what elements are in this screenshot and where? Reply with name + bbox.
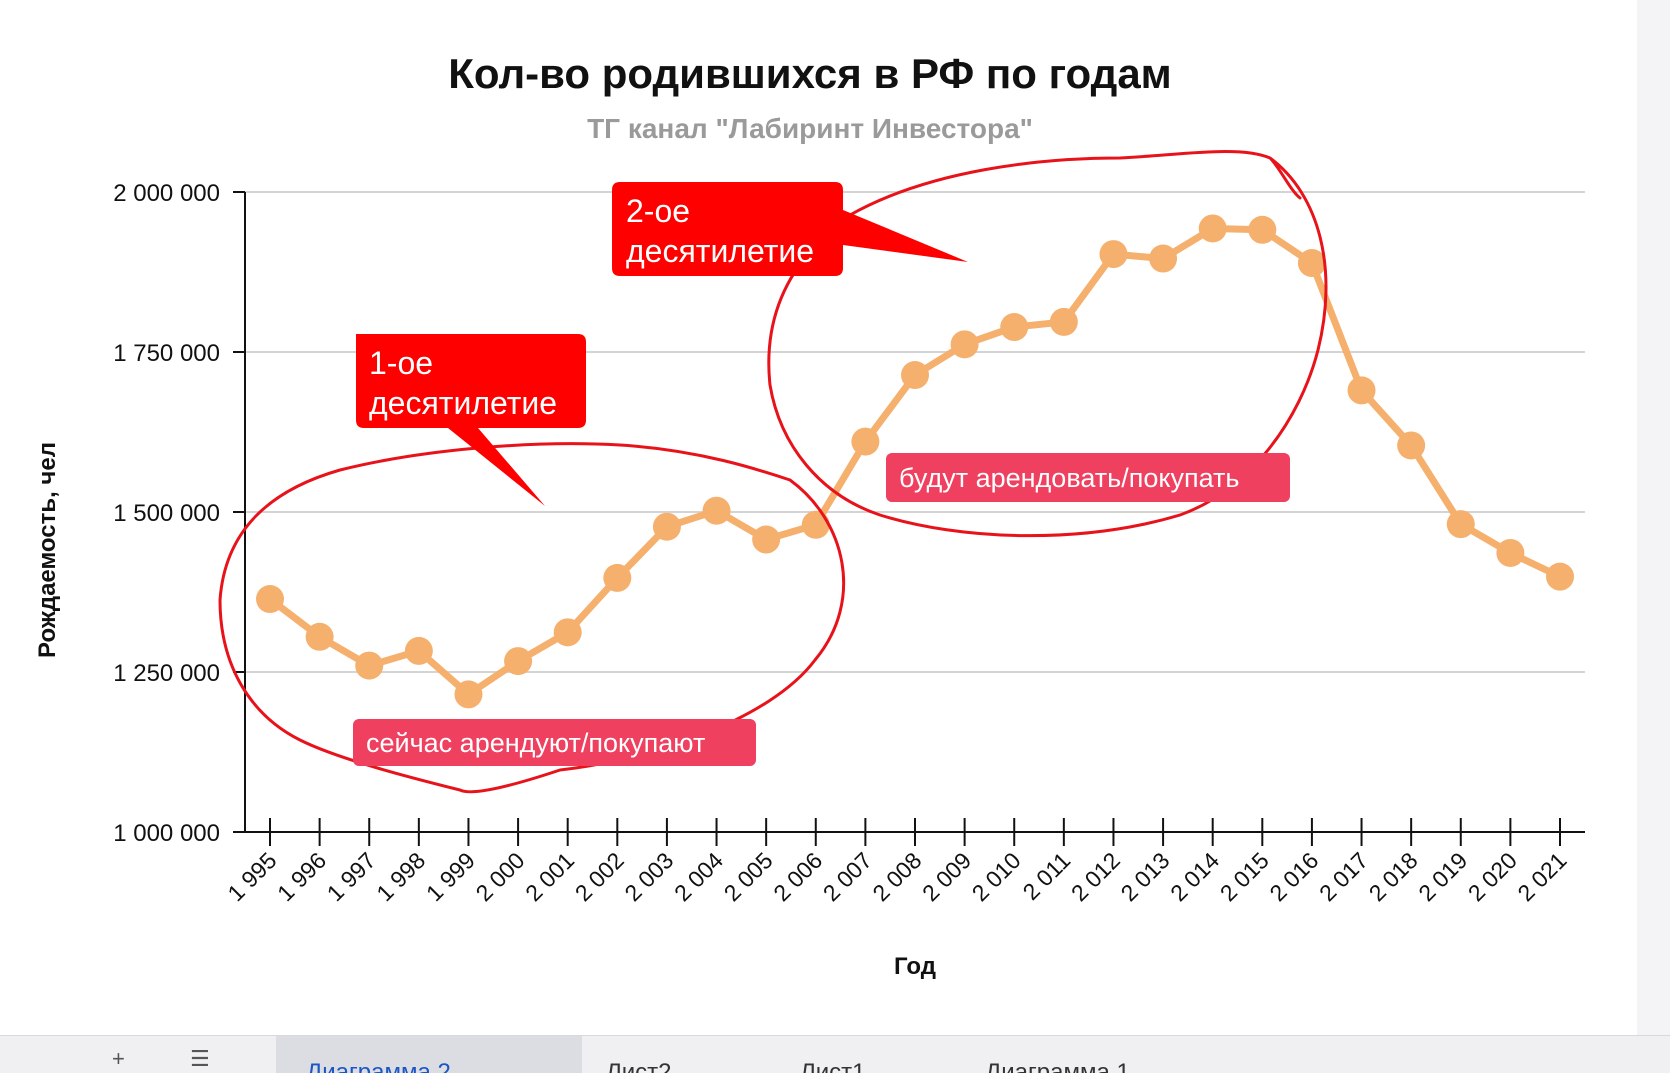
x-tick-label: 1 999: [421, 847, 480, 906]
data-point: [1546, 562, 1574, 591]
tab-sheet-1[interactable]: Лист1: [800, 1059, 866, 1073]
data-point: [752, 525, 781, 554]
data-point: [652, 512, 681, 541]
y-axis-label: Рождаемость, чел: [34, 442, 61, 658]
grid-lines: [245, 191, 1585, 673]
x-tick-label: 2 009: [917, 847, 976, 906]
data-point: [1397, 431, 1426, 460]
x-tick-label: 1 996: [272, 847, 331, 906]
x-tick-label: 2 000: [471, 847, 530, 906]
tab-diagram-1[interactable]: Диаграмма 1: [985, 1059, 1130, 1073]
y-tick-label: 2 000 000: [113, 180, 220, 207]
y-tick-label: 1 000 000: [113, 820, 220, 847]
first-decade-ellipse: [218, 442, 846, 794]
x-tick-label: 1 997: [322, 847, 381, 906]
window-right-edge: [1637, 0, 1670, 1035]
second-decade-ellipse: [767, 150, 1328, 538]
x-tick-label: 2 015: [1215, 847, 1274, 906]
y-tick-labels: 1 000 000 1 250 000 1 500 000 1 750 000 2 00…: [113, 180, 220, 847]
data-point: [1347, 376, 1376, 405]
callout-second-text: 2-ое десятилетие: [626, 193, 814, 269]
x-tick-label: 2 004: [669, 847, 728, 906]
data-point: [702, 496, 731, 525]
tab-diagram-2[interactable]: Диаграмма 2: [276, 1036, 582, 1073]
data-point: [454, 680, 483, 709]
axes: [233, 191, 1585, 846]
data-point: [553, 618, 582, 647]
x-tick-label: 2 013: [1116, 847, 1175, 906]
data-point: [504, 647, 533, 676]
series-line: [256, 214, 1574, 709]
x-tick-label: 2 019: [1413, 847, 1472, 906]
data-point: [1099, 240, 1128, 269]
callout-first-text: 1-ое десятилетие: [369, 345, 557, 421]
data-point: [404, 636, 433, 665]
add-sheet-icon[interactable]: +: [112, 1046, 125, 1071]
data-point: [950, 330, 979, 359]
y-tick-label: 1 750 000: [113, 340, 220, 367]
x-tick-label: 2 005: [719, 847, 778, 906]
x-tick-label: 2 001: [520, 847, 579, 906]
data-point: [355, 651, 384, 680]
x-tick-label: 2 021: [1512, 847, 1571, 906]
x-tick-label: 2 012: [1066, 847, 1125, 906]
data-point: [1149, 244, 1178, 273]
x-tick-label: 2 003: [619, 847, 678, 906]
callout-second-decade: 2-ое десятилетие: [612, 182, 968, 276]
data-point: [256, 585, 284, 614]
tag-now-renting: сейчас арендуют/покупают: [353, 719, 756, 766]
sheet-tab-bar: + ☰ Диаграмма 2 Лист2 Лист1 Диаграмма 1: [0, 1035, 1670, 1073]
x-tick-label: 1 995: [222, 847, 281, 906]
x-tick-label: 2 018: [1364, 847, 1423, 906]
birth-chart: Кол-во родившихся в РФ по годам ТГ канал…: [34, 50, 1585, 980]
x-tick-label: 2 007: [818, 847, 877, 906]
data-point: [305, 622, 334, 651]
x-tick-label: 2 014: [1165, 847, 1224, 906]
chart-subtitle: ТГ канал "Лабиринт Инвестора": [587, 113, 1033, 144]
x-tick-label: 2 016: [1264, 847, 1323, 906]
sheet-list-icon[interactable]: ☰: [190, 1046, 210, 1071]
tag-future-text: будут арендовать/покупать: [899, 463, 1239, 493]
data-point: [1446, 510, 1475, 539]
data-point: [1000, 313, 1029, 342]
data-point: [1496, 538, 1525, 567]
tag-future-renting: будут арендовать/покупать: [886, 453, 1290, 502]
x-tick-label: 2 006: [768, 847, 827, 906]
data-point: [1248, 215, 1277, 244]
data-point: [851, 427, 880, 456]
x-tick-label: 2 020: [1463, 847, 1522, 906]
y-tick-label: 1 500 000: [113, 500, 220, 527]
chart-title: Кол-во родившихся в РФ по годам: [448, 50, 1172, 97]
tag-now-text: сейчас арендуют/покупают: [366, 728, 705, 758]
x-tick-label: 2 010: [967, 847, 1026, 906]
x-tick-label: 2 017: [1314, 847, 1373, 906]
data-point: [1198, 214, 1227, 243]
x-tick-label: 1 998: [371, 847, 430, 906]
data-point: [801, 510, 830, 539]
x-axis-label: Год: [894, 953, 936, 980]
data-point: [1297, 249, 1326, 278]
tab-sheet-2[interactable]: Лист2: [606, 1059, 672, 1073]
data-point: [1049, 307, 1078, 336]
y-tick-label: 1 250 000: [113, 660, 220, 687]
data-point: [603, 563, 632, 592]
callout-first-decade: 1-ое десятилетие: [356, 334, 586, 506]
x-tick-label: 2 011: [1017, 847, 1075, 905]
x-tick-label: 2 002: [570, 847, 629, 906]
x-tick-label: 2 008: [867, 847, 926, 906]
data-point: [901, 361, 929, 390]
